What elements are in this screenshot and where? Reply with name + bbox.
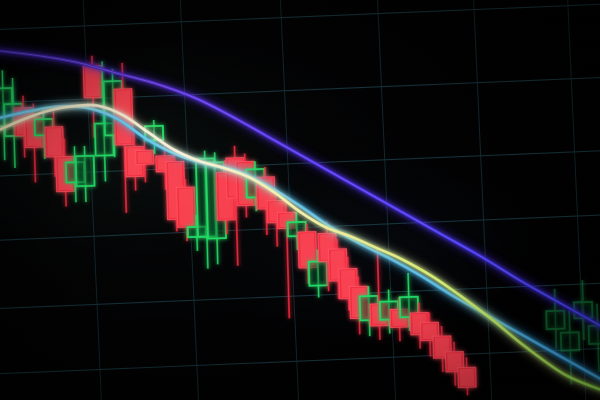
ma-line-mid	[0, 102, 600, 386]
ma-line-slow	[0, 46, 600, 332]
ma-line-fast	[0, 101, 600, 396]
